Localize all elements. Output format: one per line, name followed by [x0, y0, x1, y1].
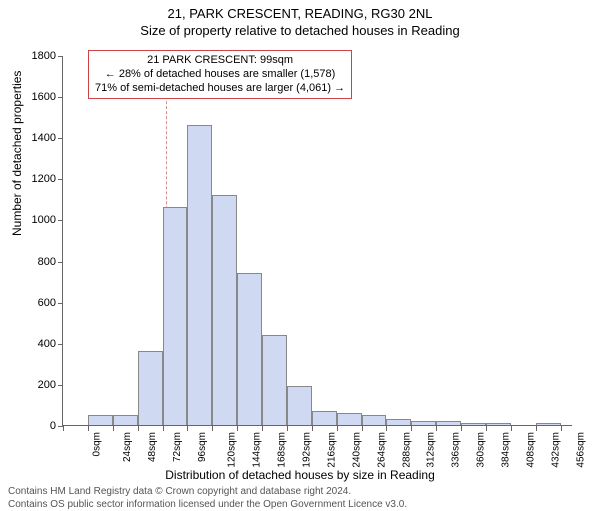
histogram-bar	[386, 419, 411, 425]
ytick-label: 1600	[16, 91, 56, 103]
ytick-label: 1400	[16, 132, 56, 144]
xtick-mark	[362, 426, 363, 431]
xtick-mark	[237, 426, 238, 431]
xtick-mark	[337, 426, 338, 431]
xtick-label: 96sqm	[197, 432, 208, 462]
xtick-label: 144sqm	[252, 432, 263, 468]
xtick-label: 312sqm	[426, 432, 437, 468]
histogram-bar	[212, 195, 237, 425]
histogram-bar	[312, 411, 337, 425]
xtick-mark	[461, 426, 462, 431]
histogram-bar	[536, 423, 561, 425]
xtick-label: 48sqm	[147, 432, 158, 462]
ytick-mark	[58, 220, 63, 221]
ytick-label: 400	[16, 338, 56, 350]
ytick-mark	[58, 179, 63, 180]
plot-area: 21 PARK CRESCENT: 99sqm ← 28% of detache…	[62, 56, 572, 426]
xtick-label: 264sqm	[376, 432, 387, 468]
xtick-label: 216sqm	[326, 432, 337, 468]
footer-line1: Contains HM Land Registry data © Crown c…	[8, 486, 407, 499]
xtick-label: 432sqm	[550, 432, 561, 468]
xtick-mark	[386, 426, 387, 431]
annotation-line2: ← 28% of detached houses are smaller (1,…	[95, 68, 345, 82]
xtick-label: 192sqm	[302, 432, 313, 468]
xtick-mark	[312, 426, 313, 431]
ytick-mark	[58, 97, 63, 98]
xtick-mark	[212, 426, 213, 431]
xtick-mark	[511, 426, 512, 431]
histogram-bar	[461, 423, 486, 425]
ytick-label: 0	[16, 420, 56, 432]
xtick-label: 24sqm	[122, 432, 133, 462]
xtick-label: 0sqm	[91, 432, 102, 456]
annotation-line1: 21 PARK CRESCENT: 99sqm	[95, 54, 345, 68]
histogram-bar	[262, 335, 287, 425]
histogram-bar	[138, 351, 163, 425]
ytick-label: 1800	[16, 50, 56, 62]
ytick-mark	[58, 344, 63, 345]
footer-line2: Contains OS public sector information li…	[8, 499, 407, 511]
xtick-label: 360sqm	[476, 432, 487, 468]
xtick-mark	[113, 426, 114, 431]
histogram-bar	[411, 421, 436, 425]
xtick-mark	[262, 426, 263, 431]
xtick-label: 72sqm	[172, 432, 183, 462]
x-axis-label: Distribution of detached houses by size …	[0, 468, 600, 482]
xtick-mark	[411, 426, 412, 431]
xtick-mark	[436, 426, 437, 431]
ytick-mark	[58, 303, 63, 304]
xtick-label: 168sqm	[277, 432, 288, 468]
xtick-mark	[138, 426, 139, 431]
page-title-address: 21, PARK CRESCENT, READING, RG30 2NL	[0, 6, 600, 21]
annotation-line3: 71% of semi-detached houses are larger (…	[95, 82, 345, 96]
xtick-mark	[561, 426, 562, 431]
xtick-mark	[187, 426, 188, 431]
histogram-bar	[88, 415, 113, 425]
xtick-mark	[536, 426, 537, 431]
xtick-label: 120sqm	[227, 432, 238, 468]
ytick-mark	[58, 138, 63, 139]
histogram-bar	[163, 207, 188, 425]
page-title-sub: Size of property relative to detached ho…	[0, 23, 600, 38]
xtick-label: 456sqm	[575, 432, 586, 468]
xtick-label: 336sqm	[451, 432, 462, 468]
xtick-label: 288sqm	[401, 432, 412, 468]
histogram-bar	[362, 415, 387, 425]
xtick-label: 240sqm	[351, 432, 362, 468]
histogram-bar	[486, 423, 511, 425]
xtick-mark	[63, 426, 64, 431]
xtick-mark	[163, 426, 164, 431]
histogram-bar	[337, 413, 362, 425]
ytick-mark	[58, 56, 63, 57]
xtick-mark	[88, 426, 89, 431]
xtick-mark	[486, 426, 487, 431]
histogram-bar	[187, 125, 212, 425]
footer-attribution: Contains HM Land Registry data © Crown c…	[8, 486, 407, 511]
histogram-bar	[287, 386, 312, 425]
ytick-label: 1200	[16, 173, 56, 185]
ytick-label: 200	[16, 379, 56, 391]
ytick-label: 1000	[16, 214, 56, 226]
xtick-mark	[287, 426, 288, 431]
ytick-mark	[58, 262, 63, 263]
xtick-label: 384sqm	[501, 432, 512, 468]
histogram-bar	[237, 273, 262, 425]
ytick-mark	[58, 385, 63, 386]
histogram-bar	[436, 421, 461, 425]
ytick-label: 800	[16, 256, 56, 268]
chart-container: 21 PARK CRESCENT: 99sqm ← 28% of detache…	[62, 56, 572, 426]
histogram-bar	[113, 415, 138, 425]
xtick-label: 408sqm	[526, 432, 537, 468]
ytick-label: 600	[16, 297, 56, 309]
annotation-box: 21 PARK CRESCENT: 99sqm ← 28% of detache…	[88, 50, 352, 99]
